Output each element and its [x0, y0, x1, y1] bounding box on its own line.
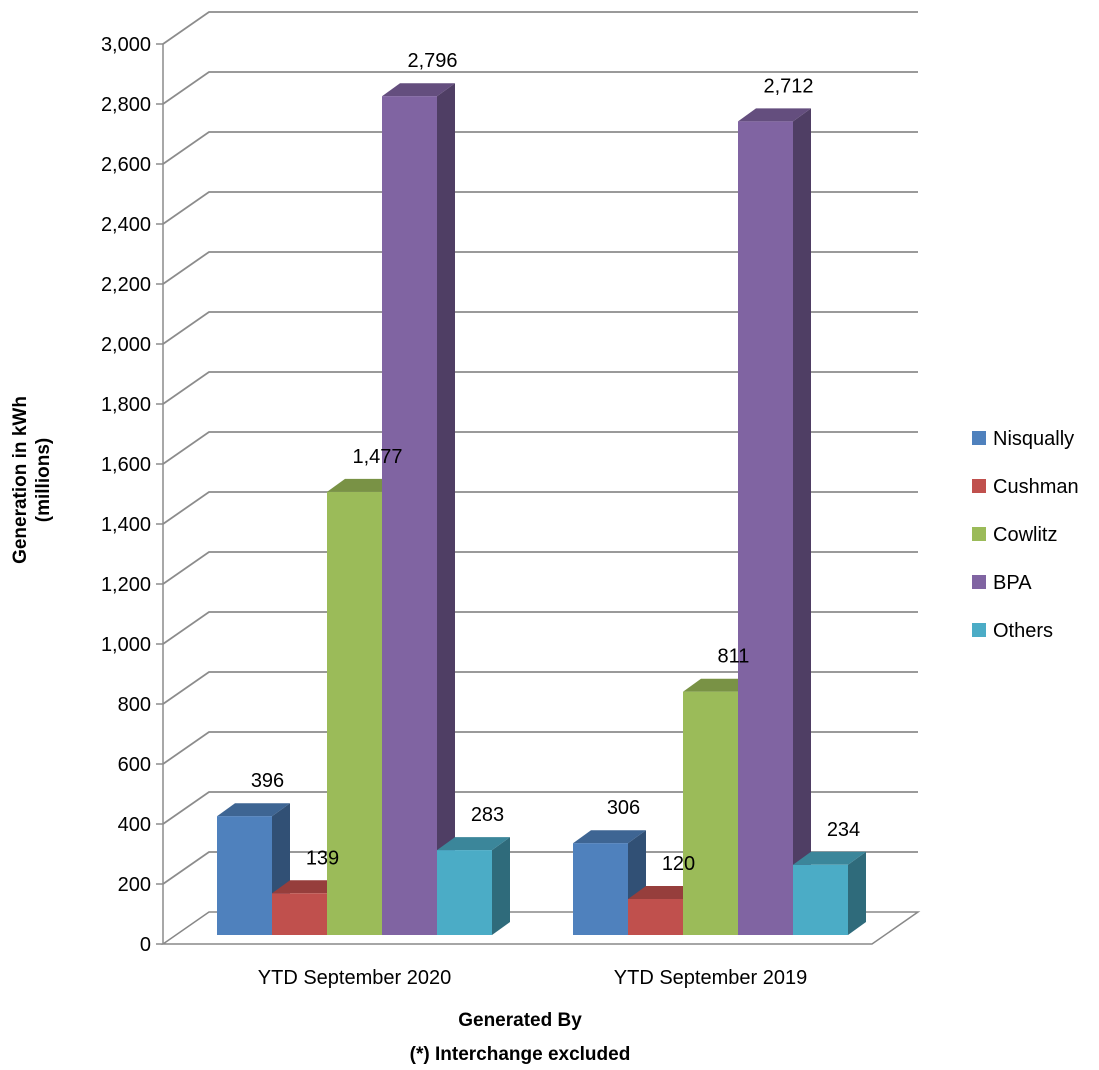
legend-swatch-others [972, 623, 986, 637]
bar-top [738, 108, 811, 122]
gridline [162, 71, 918, 105]
y-tick-label: 3,000 [101, 34, 151, 56]
legend-label-nisqually: Nisqually [993, 428, 1074, 450]
gridline [162, 11, 918, 45]
gridline [162, 251, 918, 285]
bar-side [492, 837, 510, 935]
bar-others-0 [437, 837, 510, 935]
bar-front [382, 96, 437, 935]
gridline [162, 791, 918, 825]
legend-label-cowlitz: Cowlitz [993, 524, 1057, 546]
data-label: 120 [662, 853, 695, 875]
legend-label-bpa: BPA [993, 572, 1032, 594]
bar-front [327, 491, 382, 935]
bar-front [437, 850, 492, 935]
data-label: 234 [827, 819, 860, 841]
bar-front [272, 893, 327, 935]
y-tick-label: 800 [118, 694, 151, 716]
gridlines [162, 11, 918, 885]
gridline [162, 611, 918, 645]
gridline [162, 311, 918, 345]
x-axis-categories: YTD September 2020 YTD September 2019 [258, 967, 807, 989]
y-tick-label: 200 [118, 874, 151, 896]
bar-top [272, 880, 345, 894]
bar-top [217, 803, 290, 817]
bar-front [217, 816, 272, 935]
y-tick-label: 1,800 [101, 394, 151, 416]
bar-front [628, 899, 683, 935]
bar-side [793, 108, 811, 935]
bar-side [437, 83, 455, 935]
gridline [162, 851, 918, 885]
x-axis-title: Generated By [458, 1010, 582, 1031]
y-tick-label: 600 [118, 754, 151, 776]
bar-top [793, 851, 866, 865]
data-label: 2,796 [407, 50, 457, 72]
bar-top [628, 886, 701, 899]
bar-others-1 [793, 851, 866, 935]
data-label: 811 [718, 646, 750, 668]
legend-swatch-cowlitz [972, 527, 986, 541]
y-tick-label: 2,400 [101, 214, 151, 236]
bar-front [573, 843, 628, 935]
y-axis-title: Generation in kWh [10, 396, 31, 564]
y-tick-label: 2,200 [101, 274, 151, 296]
y-axis-title-line1: Generation in kWh [10, 396, 31, 564]
bar-side [848, 851, 866, 935]
y-tick-label: 1,200 [101, 574, 151, 596]
legend-swatch-cushman [972, 479, 986, 493]
data-labels: 396 139 1,477 2,796 283 306 120 811 2,712 234 [251, 50, 860, 875]
bar-front [683, 691, 738, 935]
gridline [162, 491, 918, 525]
y-axis-title-2: (millions) [33, 438, 54, 522]
data-label: 396 [251, 770, 284, 792]
y-tick-label: 0 [140, 934, 151, 956]
data-label: 2,712 [763, 75, 813, 97]
bar-top [573, 830, 646, 844]
gridline [162, 671, 918, 705]
data-label: 306 [607, 797, 640, 819]
bar-top [382, 83, 455, 97]
legend: Nisqually Cushman Cowlitz BPA Others [972, 428, 1079, 642]
gridline [162, 731, 918, 765]
y-axis-ticks: 0 200 400 600 800 1,000 1,200 1,400 1,600 1,800 2,… [101, 34, 164, 956]
data-label: 1,477 [352, 446, 402, 468]
data-label: 139 [306, 847, 339, 869]
legend-label-others: Others [993, 620, 1053, 642]
gridline [162, 371, 918, 405]
y-tick-label: 1,000 [101, 634, 151, 656]
y-tick-label: 2,000 [101, 334, 151, 356]
x-category-label: YTD September 2019 [614, 967, 807, 989]
gridline [162, 191, 918, 225]
gridline [162, 431, 918, 465]
bar-cushman-0 [272, 880, 345, 935]
bars [217, 83, 866, 935]
y-tick-label: 2,800 [101, 94, 151, 116]
legend-swatch-bpa [972, 575, 986, 589]
legend-label-cushman: Cushman [993, 476, 1079, 498]
bar-front [793, 864, 848, 935]
data-label: 283 [471, 804, 504, 826]
y-axis-title-line2: (millions) [33, 438, 54, 522]
bar-top [683, 678, 756, 692]
x-axis-subtitle: (*) Interchange excluded [410, 1044, 631, 1065]
bar-front [738, 121, 793, 935]
y-tick-label: 400 [118, 814, 151, 836]
y-tick-label: 1,400 [101, 514, 151, 536]
side-wall [163, 12, 209, 944]
x-category-label: YTD September 2020 [258, 967, 451, 989]
bar-top [437, 837, 510, 851]
gridline [162, 551, 918, 585]
bar-bpa-1 [738, 108, 811, 935]
legend-swatch-nisqually [972, 431, 986, 445]
y-tick-label: 1,600 [101, 454, 151, 476]
gridline [162, 131, 918, 165]
y-tick-label: 2,600 [101, 154, 151, 176]
bar-bpa-0 [382, 83, 455, 935]
bar-top [327, 478, 400, 492]
